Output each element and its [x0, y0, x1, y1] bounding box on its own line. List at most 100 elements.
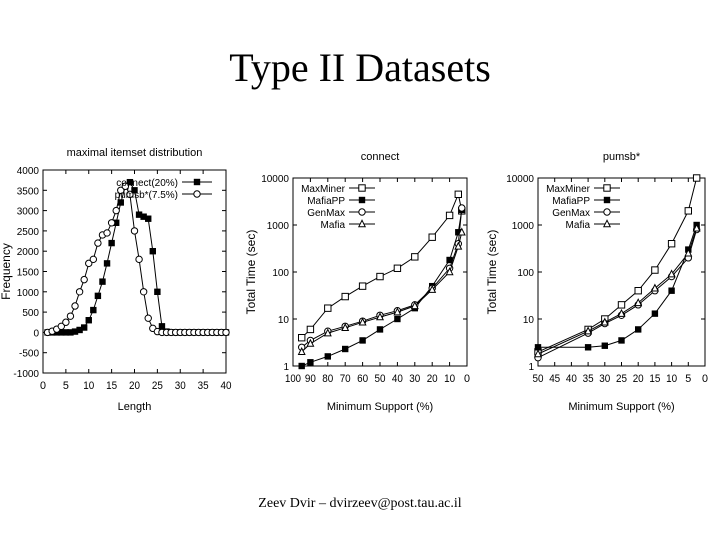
data-point [80, 275, 88, 284]
chart-1: 0 5 10 15 20 25 30 35 40 4000 3500 3000 2500 2000 1500… [0, 147, 232, 413]
x-tick-label: 40 [392, 373, 403, 385]
slide-footer: Zeev Dvir – dvirzeev@post.tau.ac.il [258, 496, 462, 511]
legend-marker [603, 196, 611, 204]
data-point [62, 318, 70, 326]
data-point [85, 317, 92, 324]
chart-2: 100 90 80 70 60 50 40 30 20 10 0100001000100101con… [244, 151, 470, 413]
x-tick-label: 60 [357, 373, 368, 385]
y-tick-label: 1000 [512, 221, 535, 232]
y-tick-label: 4000 [17, 166, 40, 177]
data-point [376, 326, 384, 333]
data-point [144, 314, 152, 322]
data-point [358, 282, 367, 290]
data-point [135, 211, 143, 218]
data-point [634, 298, 643, 307]
chart-title: maximal itemset distribution [67, 147, 203, 159]
data-point [222, 328, 230, 337]
data-point [306, 325, 315, 334]
y-tick-label: 2500 [17, 227, 40, 238]
x-tick-label: 20 [129, 380, 140, 392]
data-point [617, 301, 626, 309]
data-point [651, 310, 659, 317]
data-point [458, 204, 466, 212]
data-point [358, 317, 367, 326]
data-point [410, 301, 419, 310]
legend-marker [603, 184, 611, 192]
legend-marker [357, 219, 367, 228]
y-tick-label: 100 [517, 268, 534, 279]
x-tick-label: 0 [464, 373, 470, 385]
legend-entry: MaxMiner [301, 184, 346, 195]
x-tick-label: 5 [685, 373, 691, 385]
data-point [650, 283, 659, 292]
legend-marker [193, 190, 201, 198]
data-point [66, 312, 75, 320]
data-point [324, 353, 331, 360]
data-point [135, 255, 143, 264]
data-point [445, 211, 454, 220]
slide-title: Type II Datasets [229, 45, 491, 90]
x-tick-label: 40 [566, 373, 577, 385]
data-point [103, 229, 111, 237]
x-tick-label: 30 [175, 380, 186, 392]
data-point [117, 186, 125, 195]
x-tick-label: 25 [616, 373, 627, 385]
x-tick-label: 15 [649, 373, 660, 385]
legend-entry: pumsb*(7.5%) [115, 190, 178, 201]
data-point [126, 190, 134, 199]
data-point [601, 342, 608, 349]
x-tick-label: 30 [409, 373, 420, 385]
x-tick-label: 50 [533, 373, 544, 385]
legend-entry: GenMax [552, 208, 590, 219]
data-point [140, 213, 147, 220]
legend-marker [358, 196, 366, 204]
data-point [393, 264, 402, 272]
x-tick-label: 30 [599, 373, 610, 385]
data-point [393, 307, 402, 316]
data-point [298, 362, 305, 370]
data-point [324, 304, 332, 312]
data-point [394, 315, 401, 323]
x-tick-label: 35 [583, 373, 594, 385]
x-tick-label: 40 [221, 380, 232, 392]
data-point [667, 240, 676, 248]
chart-title: connect [361, 151, 400, 163]
data-point [359, 337, 366, 344]
data-point [455, 229, 462, 236]
data-point [139, 288, 148, 296]
data-point [99, 278, 106, 285]
x-tick-label: 35 [198, 380, 209, 392]
series-mafiapp [298, 206, 465, 370]
legend-entry: Mafia [566, 220, 591, 231]
legend-entry: MafiaPP [307, 196, 345, 207]
x-tick-label: 20 [633, 373, 644, 385]
y-axis-label: Total Time (sec) [485, 230, 499, 315]
series-mafia [297, 227, 466, 356]
x-axis-label: Length [118, 401, 152, 413]
y-tick-label: 1000 [267, 221, 290, 232]
data-point [534, 344, 542, 351]
data-point [306, 338, 315, 347]
y-tick-label: 1000 [17, 288, 40, 299]
data-point [121, 182, 130, 190]
series-maxminer [298, 190, 466, 342]
y-tick-label: -500 [19, 349, 39, 360]
y-axis-label: Total Time (sec) [244, 230, 258, 315]
data-point [75, 288, 84, 296]
legend-marker [358, 184, 366, 192]
y-tick-label: 2000 [17, 247, 40, 258]
data-point [341, 292, 349, 301]
data-point [80, 324, 88, 331]
data-point [684, 207, 692, 215]
series-pumsb-7-5- [43, 182, 230, 337]
data-point [71, 302, 79, 310]
data-point [651, 266, 659, 274]
data-point [618, 337, 625, 344]
x-tick-label: 5 [63, 380, 69, 392]
legend-entry: MaxMiner [546, 184, 591, 195]
data-point [445, 267, 454, 276]
y-tick-label: 1 [283, 362, 289, 373]
x-tick-label: 100 [285, 373, 301, 385]
